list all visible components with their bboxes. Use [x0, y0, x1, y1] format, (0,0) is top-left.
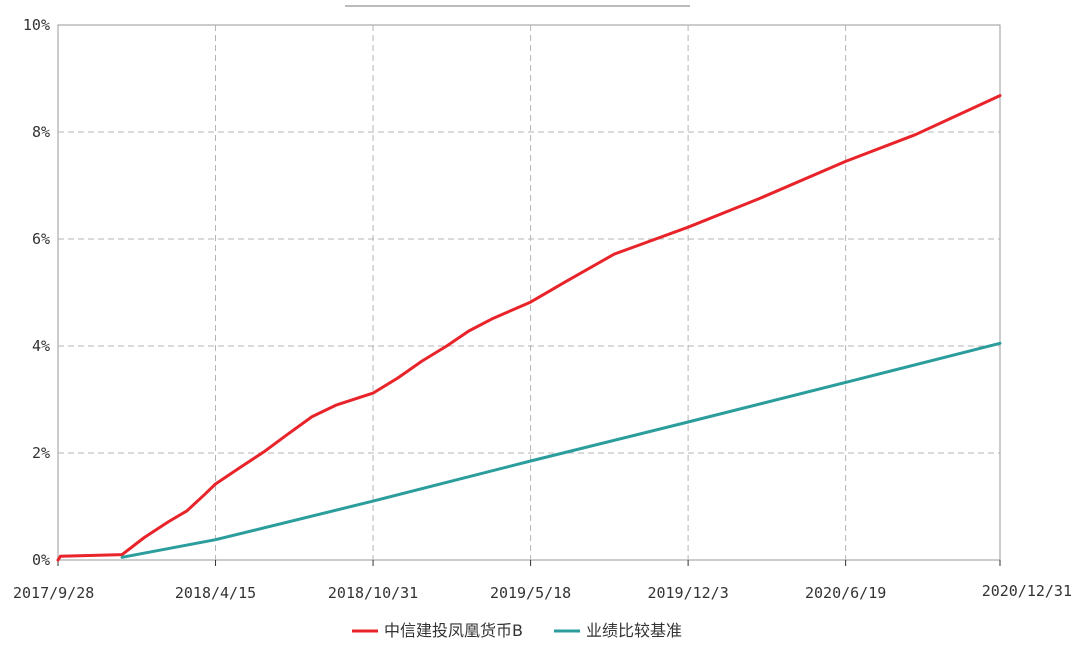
legend-label-1: 中信建投凤凰货币B [384, 621, 523, 640]
legend-label-2: 业绩比较基准 [586, 621, 682, 640]
plot-frame [57, 24, 1001, 561]
axes: 0% 2% 4% 6% 8% 10% 2017/9/28 2018/4/15 2018/10/3… [13, 16, 1072, 602]
x-tick-label: 2017/9/28 [13, 584, 94, 602]
x-tick-label: 2019/5/18 [490, 584, 571, 602]
y-tick-label: 0% [32, 551, 50, 569]
y-tick-label: 8% [32, 123, 50, 141]
plot-area [57, 24, 1001, 561]
x-tick-label: 2018/4/15 [175, 584, 256, 602]
x-tick-label: 2019/12/3 [647, 584, 728, 602]
y-tick-label: 2% [32, 444, 50, 462]
y-tick-label: 10% [23, 16, 50, 34]
x-tick-label: 2020/12/31 [982, 582, 1072, 600]
series-line-2 [120, 341, 1002, 559]
y-tick-label: 6% [32, 230, 50, 248]
legend: 中信建投凤凰货币B 业绩比较基准 [352, 621, 682, 640]
series-line-1 [56, 94, 1002, 562]
grid [58, 25, 1000, 560]
x-tick-label: 2018/10/31 [328, 584, 418, 602]
y-tick-label: 4% [32, 337, 50, 355]
series-group [56, 94, 1002, 562]
x-tick-label: 2020/6/19 [805, 584, 886, 602]
